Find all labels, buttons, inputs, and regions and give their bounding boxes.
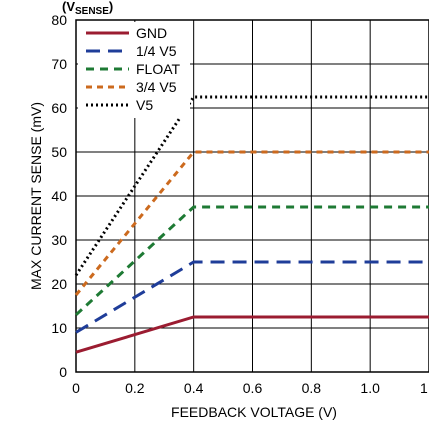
y-tick-label: 10 xyxy=(51,320,67,336)
y-tick-label: 30 xyxy=(51,232,67,248)
legend-label-3: 3/4 V5 xyxy=(136,79,177,95)
y-axis-label: MAX CURRENT SENSE (mV) xyxy=(28,102,44,290)
series-line-float xyxy=(74,205,429,316)
y-axis-ticks: 0 10 20 30 40 50 60 70 80 xyxy=(51,12,67,380)
y-tick-label: 60 xyxy=(51,100,67,116)
legend-label-1: 1/4 V5 xyxy=(136,43,177,59)
y-tick-label: 20 xyxy=(51,276,67,292)
series-line-gnd xyxy=(75,315,429,354)
legend-label-2: FLOAT xyxy=(136,61,181,77)
legend-box xyxy=(78,22,190,118)
x-tick-label: 0 xyxy=(72,380,80,396)
x-tick-label: 0.4 xyxy=(184,380,204,396)
series-line-1-4-v5 xyxy=(75,260,429,334)
series-line-3-4-v5 xyxy=(74,150,429,296)
series-line-v5 xyxy=(74,95,429,277)
legend-label-4: V5 xyxy=(136,97,153,113)
x-tick-label: 1.2 xyxy=(420,380,429,396)
plot-frame xyxy=(75,19,429,373)
legend: GND 1/4 V5 FLOAT 3/4 V5 V5 xyxy=(78,22,190,118)
grid xyxy=(75,19,429,373)
legend-label-0: GND xyxy=(136,25,167,41)
x-tick-label: 0.6 xyxy=(243,380,263,396)
partial-top-label: (VSENSE) xyxy=(62,0,113,17)
y-tick-label: 50 xyxy=(51,144,67,160)
x-axis-ticks: 0 0.2 0.4 0.6 0.8 1.0 1.2 xyxy=(72,380,429,396)
series-layer xyxy=(74,95,429,354)
y-tick-label: 40 xyxy=(51,188,67,204)
y-tick-label: 0 xyxy=(59,364,67,380)
x-tick-label: 0.8 xyxy=(302,380,322,396)
y-tick-label: 80 xyxy=(51,12,67,28)
x-axis-label: FEEDBACK VOLTAGE (V) xyxy=(171,404,337,420)
x-tick-label: 0.2 xyxy=(125,380,145,396)
x-tick-label: 1.0 xyxy=(360,380,380,396)
y-tick-label: 70 xyxy=(51,56,67,72)
